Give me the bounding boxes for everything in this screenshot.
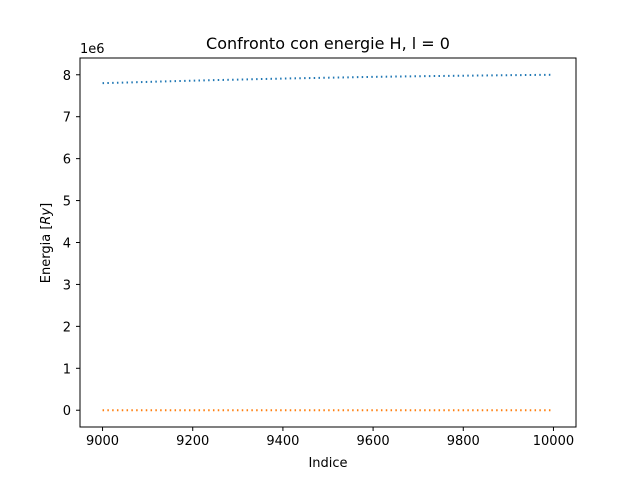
y-tick-label: 5 bbox=[63, 195, 71, 210]
series-line-1 bbox=[102, 73, 554, 85]
y-axis-label-unit: Ry bbox=[39, 208, 54, 225]
y-axis-label-suffix: ] bbox=[39, 203, 54, 208]
y-tick-label: 6 bbox=[63, 153, 71, 168]
x-tick-label: 10000 bbox=[533, 434, 574, 449]
y-tick-label: 1 bbox=[63, 362, 71, 377]
x-tick-label: 9000 bbox=[86, 434, 119, 449]
plot-area: 9000 9200 9400 9600 9800 10000 0 1 2 3 4 5 6 7 8 bbox=[63, 57, 577, 449]
y-tick-label: 3 bbox=[63, 278, 71, 293]
y-axis-label-prefix: Energia [ bbox=[39, 225, 54, 284]
y-axis-label: Energia [Ry] bbox=[39, 203, 54, 283]
x-tick-label: 9200 bbox=[176, 434, 209, 449]
y-tick-label: 8 bbox=[63, 69, 71, 84]
x-tick-label: 9800 bbox=[447, 434, 480, 449]
y-tick-label: 0 bbox=[63, 404, 71, 419]
y-tick-label: 4 bbox=[63, 237, 71, 252]
x-tick-label: 9400 bbox=[266, 434, 299, 449]
chart-title: Confronto con energie H, l = 0 bbox=[206, 34, 450, 53]
y-tick-label: 2 bbox=[63, 320, 71, 335]
y-tick-label: 7 bbox=[63, 111, 71, 126]
y-offset-label: 1e6 bbox=[80, 42, 105, 57]
x-axis-label: Indice bbox=[308, 456, 347, 471]
x-tick-label: 9600 bbox=[357, 434, 390, 449]
